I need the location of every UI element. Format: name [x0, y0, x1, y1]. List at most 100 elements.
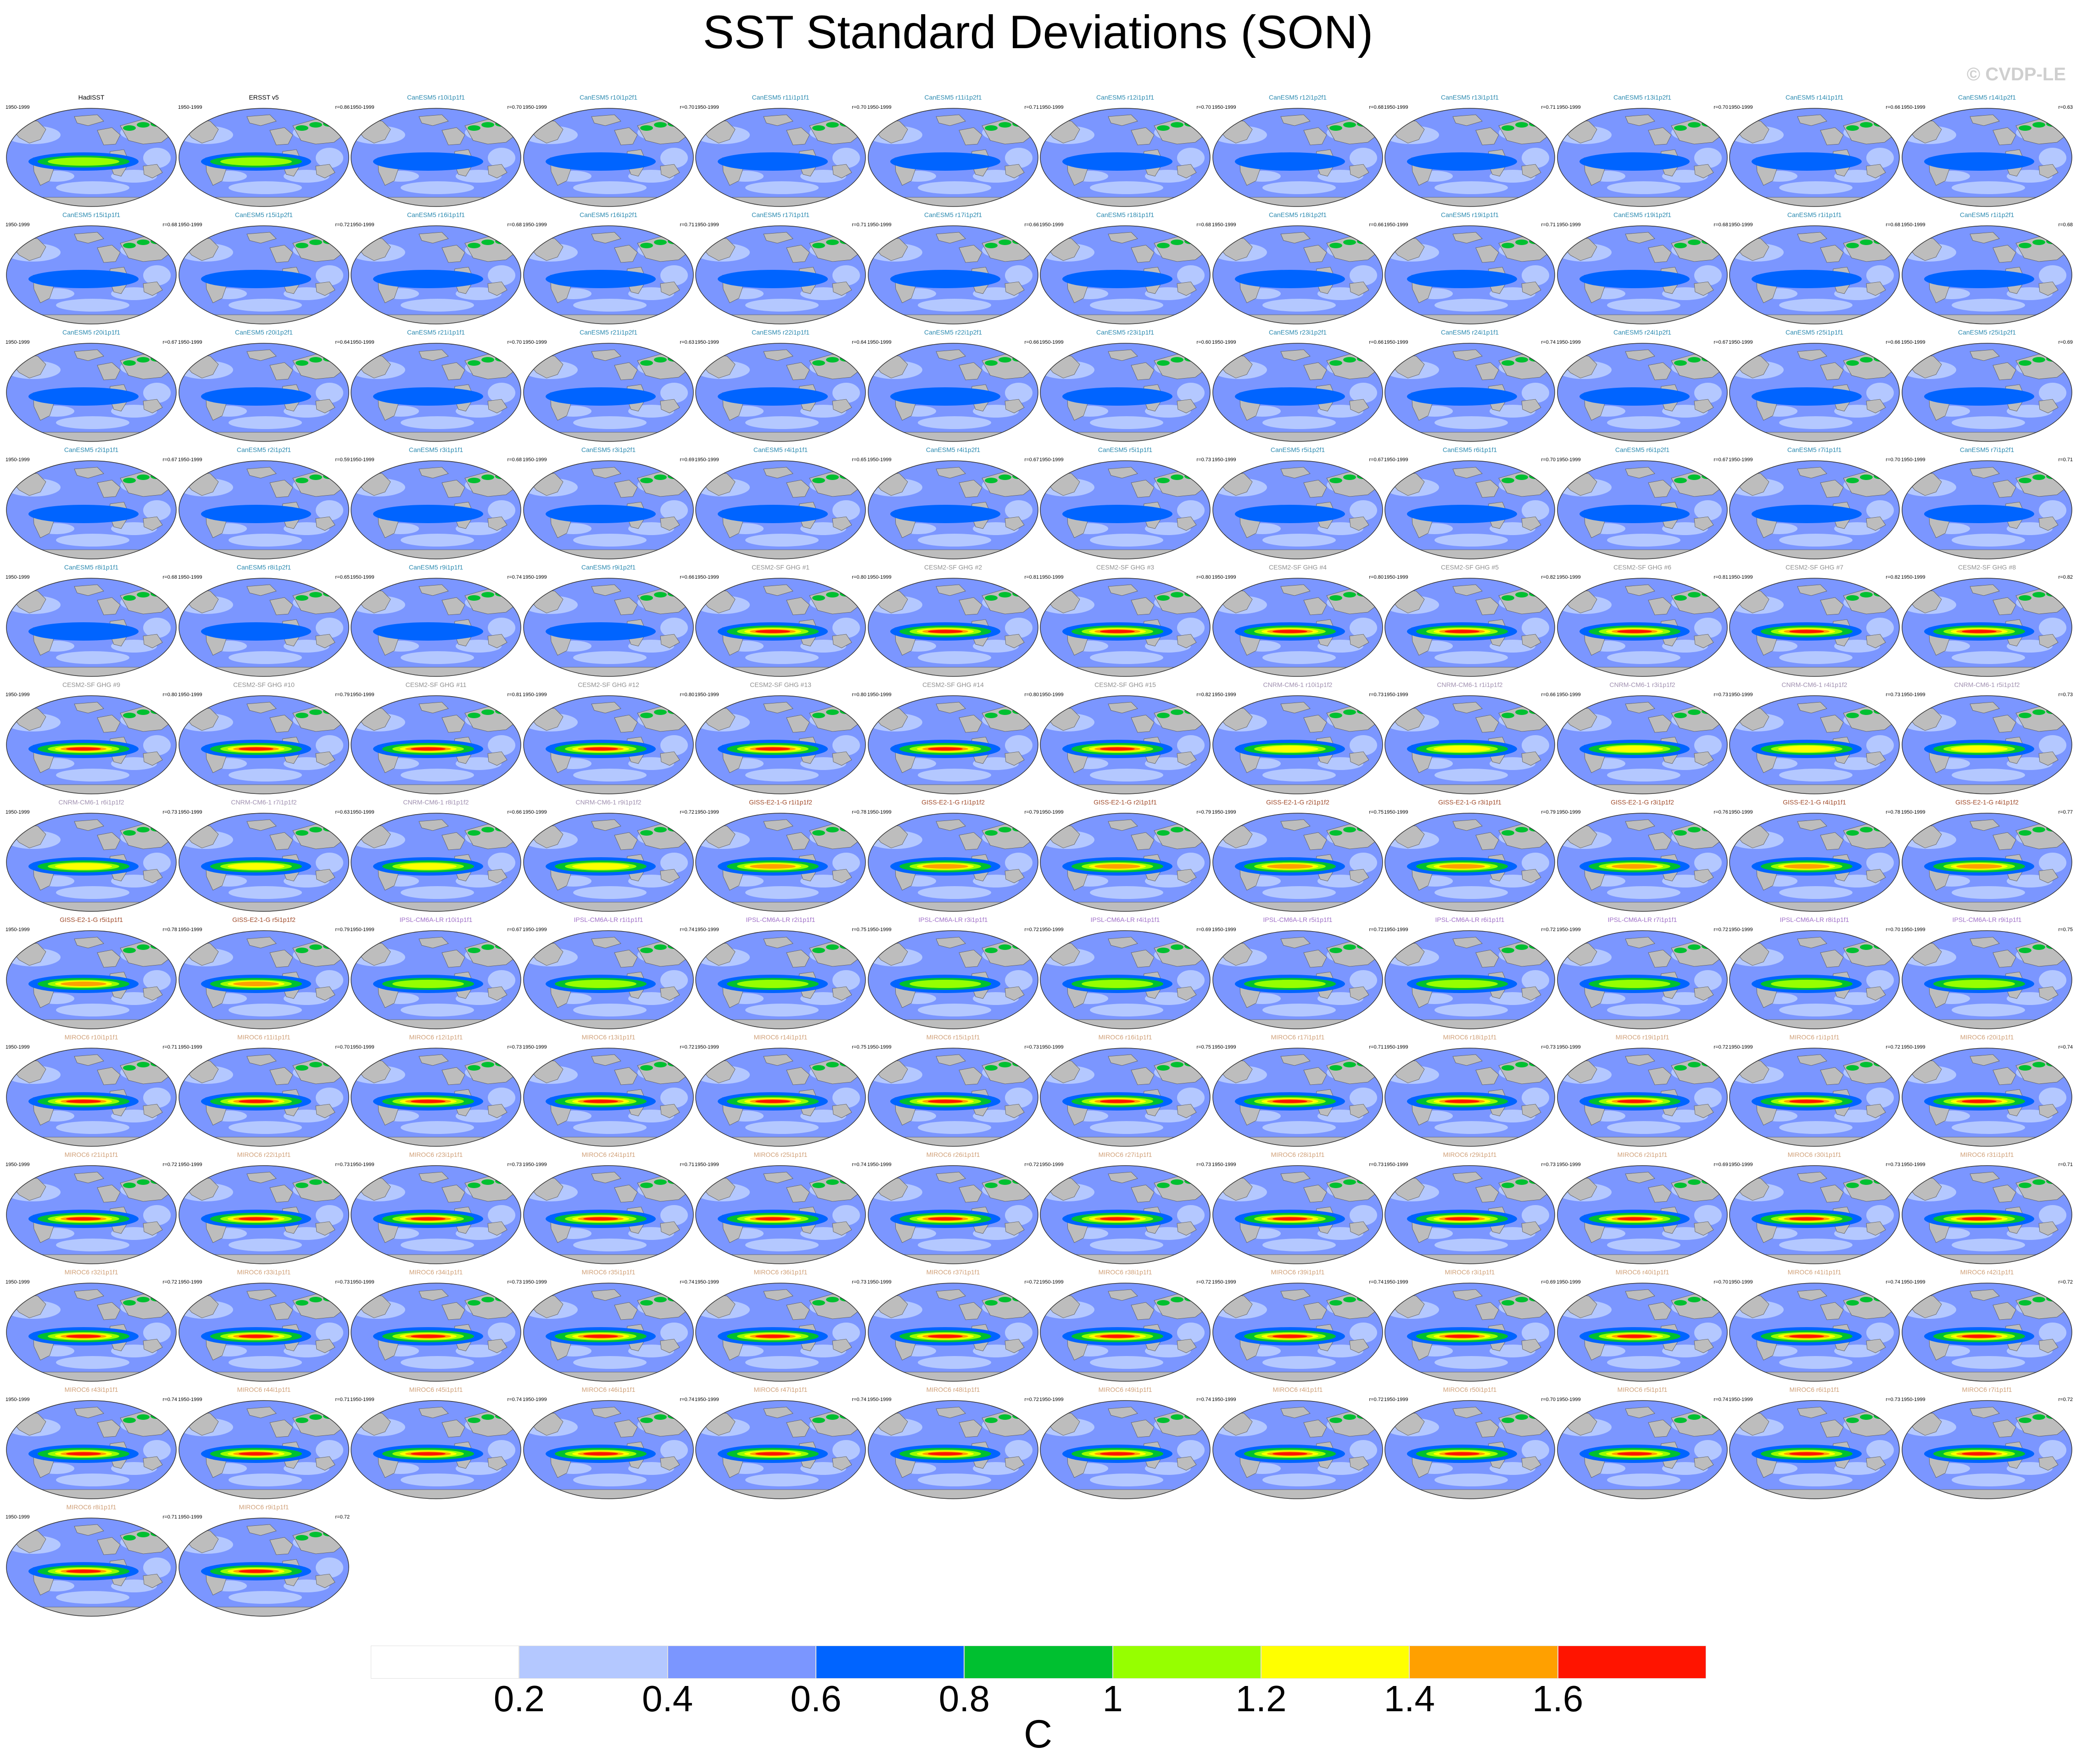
panel-correlation: r=0.79 — [335, 927, 350, 932]
sst-map — [1384, 1048, 1555, 1147]
low-variance-patch — [1350, 148, 1377, 168]
panel-correlation: r=0.69 — [1196, 927, 1211, 932]
variance-contour — [1674, 830, 1687, 836]
variance-contour — [1157, 595, 1170, 601]
variance-contour — [296, 1300, 308, 1306]
variance-contour — [999, 1414, 1011, 1420]
map-panel: IPSL-CM6A-LR r2i1p1f1 1950-1999 r=0.75 — [695, 916, 866, 1031]
panel-title: MIROC6 r50i1p1f1 — [1443, 1386, 1497, 1393]
low-variance-patch — [1694, 265, 1722, 285]
landmass — [1005, 634, 1025, 648]
variance-contour — [201, 505, 311, 523]
landmass — [591, 114, 621, 126]
panel-correlation: r=0.67 — [162, 457, 178, 463]
landmass — [6, 1607, 176, 1616]
landmass — [1040, 902, 1210, 911]
sst-map — [1902, 578, 2072, 677]
landmass — [1131, 245, 1155, 263]
map-panel: CanESM5 r4i1p1f1 1950-1999 r=0.65 — [695, 446, 866, 561]
low-variance-patch — [1090, 1474, 1163, 1486]
variance-contour — [309, 1062, 322, 1067]
panel-period: 1950-1999 — [695, 105, 719, 110]
panel-title: ERSST v5 — [249, 94, 279, 101]
map-outline — [351, 343, 521, 442]
map-panel: MIROC6 r26i1p1f1 1950-1999 r=0.72 — [867, 1151, 1039, 1266]
sst-map — [695, 460, 866, 559]
low-variance-patch — [1952, 1356, 2025, 1369]
variance-contour — [1860, 944, 1873, 950]
variance-contour — [2019, 478, 2031, 483]
landmass — [660, 986, 680, 1001]
landmass — [1557, 314, 1727, 324]
variance-contour — [1789, 630, 1824, 633]
panel-correlation: r=0.66 — [1886, 340, 1901, 345]
panel-title: CNRM-CM6-1 r6i1p1f2 — [58, 798, 124, 806]
landmass — [1303, 245, 1327, 263]
landmass — [614, 362, 638, 380]
map-panel: CanESM5 r5i1p1f1 1950-1999 r=0.73 — [1039, 446, 1211, 561]
low-variance-patch — [832, 265, 860, 285]
landmass — [419, 819, 449, 831]
low-variance-patch — [660, 383, 688, 403]
variance-contour — [481, 827, 494, 832]
map-panel: CNRM-CM6-1 r6i1p1f2 1950-1999 r=0.73 — [6, 798, 177, 913]
low-variance-patch — [1005, 853, 1032, 873]
variance-contour — [928, 1334, 963, 1338]
variance-contour — [985, 360, 998, 366]
landmass — [763, 232, 793, 244]
map-panel: CESM2-SF GHG #15 1950-1999 r=0.82 — [1039, 681, 1211, 796]
variance-contour — [1860, 240, 1873, 245]
landmass — [1730, 314, 1899, 324]
landmass — [1108, 702, 1138, 714]
variance-contour — [1846, 595, 1859, 601]
panel-title: CanESM5 r21i1p1f1 — [407, 329, 465, 336]
panel-correlation: r=0.80 — [1369, 575, 1384, 580]
map-outline — [1557, 108, 1728, 207]
map-panel: MIROC6 r21i1p1f1 1950-1999 r=0.72 — [6, 1151, 177, 1266]
low-variance-patch — [1090, 651, 1163, 664]
landmass — [315, 399, 335, 413]
low-variance-patch — [229, 651, 302, 664]
landmass — [6, 1489, 176, 1499]
variance-contour — [640, 1183, 653, 1188]
landmass — [1521, 164, 1541, 179]
panel-correlation: r=0.73 — [1196, 457, 1211, 463]
variance-contour — [137, 357, 150, 363]
variance-contour — [890, 387, 1000, 406]
variance-contour — [1688, 1062, 1701, 1067]
map-panel: CanESM5 r19i1p2f1 1950-1999 r=0.68 — [1557, 211, 1728, 326]
low-variance-patch — [1694, 853, 1722, 873]
panel-period: 1950-1999 — [6, 927, 30, 932]
sst-map — [6, 1400, 177, 1499]
map-panel: MIROC6 r47i1p1f1 1950-1999 r=0.74 — [695, 1386, 866, 1501]
sst-map — [6, 930, 177, 1029]
low-variance-patch — [660, 265, 688, 285]
map-outline — [1384, 695, 1555, 794]
panel-period: 1950-1999 — [867, 575, 892, 580]
map-panel: IPSL-CM6A-LR r1i1p1f1 1950-1999 r=0.74 — [523, 916, 694, 1031]
landmass — [1475, 597, 1499, 615]
panel-period: 1950-1999 — [1384, 692, 1408, 698]
panel-period: 1950-1999 — [1039, 692, 1064, 698]
landmass — [936, 702, 966, 714]
panel-title: MIROC6 r17i1p1f1 — [1271, 1033, 1325, 1041]
landmass — [696, 784, 865, 794]
sst-map — [351, 225, 521, 324]
map-outline — [179, 695, 349, 794]
variance-contour — [812, 1300, 825, 1306]
variance-contour — [654, 709, 667, 715]
sst-map — [1040, 1048, 1211, 1147]
landmass — [959, 597, 982, 615]
map-panel: CESM2-SF GHG #6 1950-1999 r=0.81 — [1557, 564, 1728, 678]
sst-map — [523, 460, 694, 559]
variance-contour — [640, 243, 653, 248]
map-panel: IPSL-CM6A-LR r9i1p1f1 1950-1999 r=0.75 — [1901, 916, 2073, 1031]
landmass — [1902, 1019, 2072, 1029]
panel-correlation: r=0.70 — [1886, 457, 1901, 463]
variance-contour — [123, 948, 136, 953]
sst-map — [868, 1048, 1038, 1147]
sst-map — [6, 1518, 177, 1617]
landmass — [1040, 1489, 1210, 1499]
colorbar-box — [667, 1646, 816, 1679]
landmass — [1970, 702, 2000, 714]
